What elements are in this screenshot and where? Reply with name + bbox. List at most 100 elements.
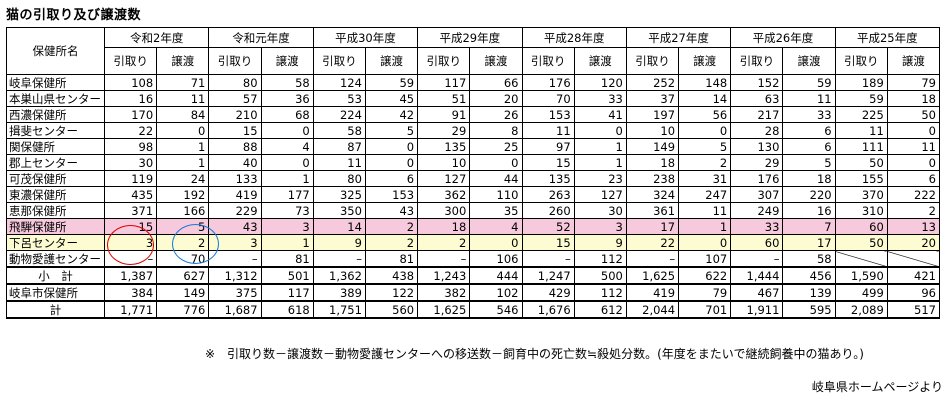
transfer-cell: 421 (886, 266, 941, 285)
intake-cell: 15 (521, 154, 575, 171)
transfer-cell: 618 (260, 300, 314, 319)
transfer-cell: 96 (886, 283, 941, 302)
intake-cell: 371 (103, 202, 158, 219)
transfer-cell: 42 (364, 106, 419, 123)
office-name: 下呂センター (6, 234, 105, 251)
transfer-cell: 501 (260, 266, 314, 285)
transfer-cell: 127 (573, 186, 627, 203)
transfer-header: 譲渡 (469, 47, 523, 75)
transfer-cell: 68 (260, 106, 314, 123)
transfer-cell: 2 (678, 154, 732, 171)
office-name: 動物愛護センター (6, 250, 105, 268)
transfer-cell: 11 (156, 90, 210, 107)
transfer-cell: 81 (364, 250, 419, 268)
year-header: 平成26年度 (730, 27, 836, 48)
transfer-cell: 50 (886, 106, 941, 123)
transfer-cell: 0 (260, 122, 314, 139)
transfer-cell: 438 (364, 266, 419, 285)
intake-cell: 197 (625, 106, 680, 123)
intake-cell: 429 (521, 283, 575, 302)
intake-cell: 17 (625, 218, 680, 235)
intake-cell: 229 (208, 202, 262, 219)
transfer-cell: 3 (260, 218, 314, 235)
office-name: 小 計 (6, 266, 105, 285)
intake-cell: 2 (417, 234, 471, 251)
intake-cell: 124 (312, 74, 366, 91)
transfer-cell: 444 (469, 266, 523, 285)
transfer-cell: 17 (782, 234, 836, 251)
intake-cell: 1,387 (103, 266, 158, 285)
year-header-row: 保健所名 令和2年度 令和元年度 平成30年度 平成29年度 平成28年度 平成27年度平… (6, 27, 941, 75)
transfer-cell: 0 (886, 122, 941, 139)
year-header: 平成29年度 (417, 27, 523, 48)
transfer-cell: 500 (573, 266, 627, 285)
intake-cell: 29 (417, 122, 471, 139)
intake-cell: 15 (521, 234, 575, 251)
blue-circle-highlight (172, 224, 219, 264)
intake-cell: 10 (417, 154, 471, 171)
transfer-header: 譲渡 (782, 47, 836, 75)
transfer-cell: 23 (573, 170, 627, 187)
transfer-cell: 5 (782, 154, 836, 171)
intake-cell: 435 (103, 186, 158, 203)
transfer-cell: 13 (886, 218, 941, 235)
transfer-cell: 81 (260, 250, 314, 268)
intake-cell: 80 (312, 170, 366, 187)
table-row: 計 1,771 776 1,687 618 1,751 560 1,625 546 1,676 61… (6, 300, 941, 319)
intake-cell: 153 (521, 106, 575, 123)
transfer-cell: 192 (156, 186, 210, 203)
transfer-cell: 0 (573, 122, 627, 139)
intake-cell: 15 (208, 122, 262, 139)
office-name: 岐阜市保健所 (6, 283, 105, 302)
year-header: 平成25年度 (834, 27, 941, 48)
intake-cell: 419 (208, 186, 262, 203)
transfer-cell: 18 (782, 170, 836, 187)
intake-header: 引取り (103, 47, 158, 75)
intake-cell: 14 (312, 218, 366, 235)
transfer-cell: 0 (260, 154, 314, 171)
intake-cell: 189 (834, 74, 888, 91)
intake-cell: 133 (208, 170, 262, 187)
transfer-cell: 20 (469, 90, 523, 107)
intake-cell: 37 (625, 90, 680, 107)
table-row: 本巣山県センター 16 11 57 36 53 45 51 20 70 33 37 14 63 11 59 18 (6, 90, 941, 107)
intake-header: 引取り (521, 47, 575, 75)
transfer-cell: 517 (886, 300, 941, 319)
transfer-cell: 149 (156, 283, 210, 302)
transfer-cell: 56 (678, 106, 732, 123)
transfer-cell: 220 (782, 186, 836, 203)
intake-cell: 60 (730, 234, 784, 251)
table-row: 下呂センター 3 2 3 1 9 2 2 0 15 9 22 0 60 17 50 20 (6, 234, 941, 251)
transfer-cell: 11 (886, 138, 941, 155)
transfer-cell: 59 (782, 74, 836, 91)
transfer-cell: 0 (886, 154, 941, 171)
table-row: 関保健所 98 1 88 4 87 0 135 25 97 1 149 5 130 6 111 11 (6, 138, 941, 155)
intake-cell: 389 (312, 283, 366, 302)
transfer-cell: 1 (678, 218, 732, 235)
transfer-cell: 117 (260, 283, 314, 302)
intake-header: 引取り (208, 47, 262, 75)
intake-cell: 135 (521, 170, 575, 187)
intake-cell: 1,771 (103, 300, 158, 319)
transfer-cell: 1 (156, 138, 210, 155)
intake-cell: 263 (521, 186, 575, 203)
footnote: ※ 引取り数－譲渡数－動物愛護センターへの移送数－飼育中の死亡数≒殺処分数。(年… (205, 347, 864, 361)
office-column-header: 保健所名 (6, 27, 105, 75)
office-name: 本巣山県センター (6, 90, 105, 107)
intake-cell: 467 (730, 283, 784, 302)
intake-cell: 117 (417, 74, 471, 91)
transfer-cell: 16 (782, 202, 836, 219)
intake-cell: 11 (834, 122, 888, 139)
transfer-cell: 0 (364, 154, 419, 171)
transfer-header: 譲渡 (886, 47, 941, 75)
intake-cell: 217 (730, 106, 784, 123)
transfer-cell: 622 (678, 266, 732, 285)
intake-cell: 130 (730, 138, 784, 155)
transfer-cell: 25 (469, 138, 523, 155)
intake-cell: 307 (730, 186, 784, 203)
transfer-cell: 6 (782, 138, 836, 155)
transfer-cell: 110 (469, 186, 523, 203)
transfer-cell: 26 (469, 106, 523, 123)
intake-cell: 1,590 (834, 266, 888, 285)
intake-cell: 87 (312, 138, 366, 155)
